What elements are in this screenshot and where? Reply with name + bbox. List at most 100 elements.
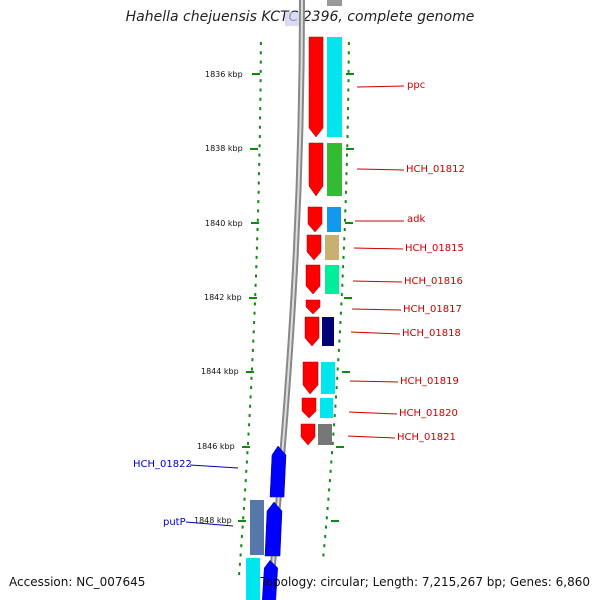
scale-dot [240,534,243,538]
gene-arrow-putP[interactable] [264,501,283,557]
gene-arrow-HCH_01821[interactable] [300,423,316,446]
gene-label-HCH_01822[interactable]: HCH_01822 [133,459,192,470]
scale-dot [254,293,257,297]
leader-line [352,280,403,283]
scale-dot [346,153,348,157]
scale-dot [238,572,241,576]
gene-label-HCH_01820[interactable]: HCH_01820 [399,408,458,419]
scale-dot [323,544,326,548]
scale-dot [252,339,255,343]
gene-arrow-HCH_01822[interactable] [269,445,287,498]
gene-label-HCH_01818[interactable]: HCH_01818 [402,328,461,339]
scale-dot [248,423,251,427]
scale-dot [238,562,241,566]
scale-dot [248,414,251,417]
leader-line [351,308,402,311]
scale-dot [259,88,262,92]
scale-dot [329,469,332,473]
gene-label-HCH_01816[interactable]: HCH_01816 [404,276,463,287]
scale-dot [344,218,346,222]
gene-label-HCH_01812[interactable]: HCH_01812 [406,164,465,175]
gene-label-HCH_01817[interactable]: HCH_01817 [403,304,462,315]
gene-arrow-HCH_01816[interactable] [305,264,321,295]
scale-dot [255,246,258,250]
scale-dot [250,386,253,390]
scale-dot [327,497,330,501]
scale-dot [338,330,341,334]
scale-dot [255,255,258,259]
gene-arrow-HCH_01815[interactable] [306,234,322,261]
scale-dot [259,69,262,73]
scale-dot [336,367,339,371]
scale-dot [331,451,333,455]
scale-dot [259,116,262,120]
scale-tick [250,148,258,150]
scale-tick [345,222,353,224]
gene-arrow-HCH_01812[interactable] [308,142,324,197]
scale-dot [258,144,261,148]
leader-line [348,411,398,415]
scale-tick [246,371,254,373]
scale-dot [335,386,338,390]
gene-label-adk[interactable]: adk [407,214,425,225]
cds-block-HCH_01819 [321,362,335,394]
scale-dot [254,283,257,287]
leader-line [350,331,401,335]
scale-dot [256,237,259,241]
scale-dot [245,469,248,473]
scale-dot [335,395,337,399]
scale-tick [346,73,354,75]
scale-dot [345,162,348,166]
scale-dot [259,79,262,83]
cds-block-adk [327,207,341,232]
leader-line [347,435,396,439]
scale-dot [342,255,345,259]
scale-tick [242,446,250,448]
forward-strand-genes [300,36,324,446]
gene-arrow-ppc[interactable] [308,36,324,138]
scale-tick [336,446,344,448]
scale-track-outer [322,42,350,557]
scale-dot [247,432,250,436]
scale-dot [256,228,259,231]
gene-label-HCH_01815[interactable]: HCH_01815 [405,243,464,254]
scale-label: 1848 kbp [194,516,232,525]
gene-label-HCH_01821[interactable]: HCH_01821 [397,432,456,443]
scale-dot [324,534,327,538]
gene-arrow-HCH_01820[interactable] [301,397,317,419]
gene-label-HCH_01819[interactable]: HCH_01819 [400,376,459,387]
gene-arrow-HCH_01818[interactable] [304,316,320,347]
scale-dot [322,553,325,557]
gene-arrow-HCH_01817[interactable] [305,299,321,315]
scale-dot [258,135,261,138]
scale-label: 1842 kbp [204,293,242,302]
scale-dot [338,339,341,343]
scale-label: 1844 kbp [201,367,239,376]
scale-dot [257,209,260,213]
scale-dot [243,497,246,501]
scale-dot [253,311,256,315]
scale-dot [242,516,245,520]
gene-label-ppc[interactable]: ppc [407,80,425,91]
scale-dot [347,51,350,55]
scale-tick [252,73,260,75]
scale-dot [249,395,252,399]
cds-block-HCH_01820 [320,398,333,418]
scale-dot [340,302,343,306]
scale-dot [326,507,329,510]
scale-dot [242,507,245,510]
gene-label-putP[interactable]: putP [163,517,186,528]
gene-arrow-HCH_01819[interactable] [302,361,319,395]
scale-dot [251,367,253,371]
scale-dot [256,218,259,222]
scale-dot [332,432,335,436]
scale-dot [328,488,331,492]
scale-dot [255,265,258,269]
scale-dot [241,525,244,529]
cds-block-top-grey [327,0,342,6]
scale-dot [253,321,256,324]
gene-arrow-adk[interactable] [307,206,323,233]
cds-block-HCH_01821 [318,424,332,445]
accession-text: Accession: NC_007645 [9,575,146,589]
scale-dot [345,172,348,176]
